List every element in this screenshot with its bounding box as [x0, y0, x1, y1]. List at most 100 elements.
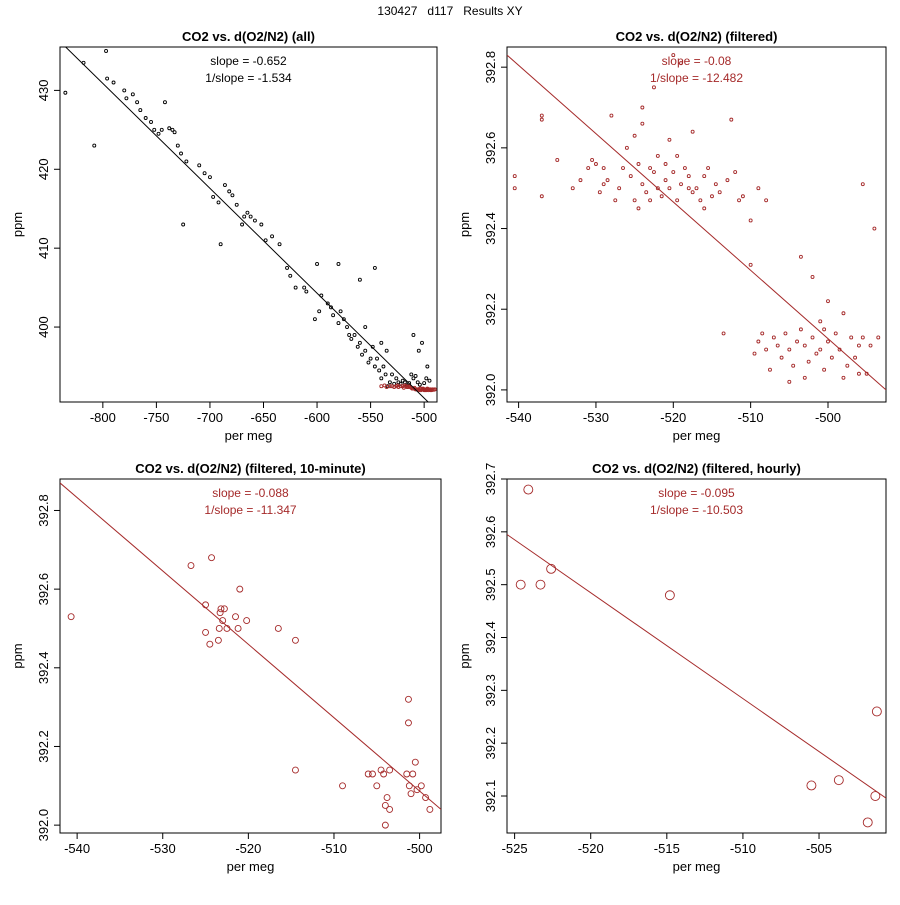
data-point: [122, 88, 127, 93]
inverse-slope-label: 1/slope = -11.347: [204, 503, 297, 517]
slope-label: slope = -0.08: [662, 54, 732, 68]
data-point: [214, 636, 222, 644]
data-point: [523, 484, 534, 495]
data-point: [130, 92, 135, 97]
data-point: [355, 344, 360, 349]
data-point: [386, 805, 394, 813]
data-point: [675, 198, 680, 203]
data-point: [92, 143, 97, 148]
data-point: [876, 335, 881, 340]
data-point: [798, 254, 803, 259]
data-point: [270, 234, 275, 239]
data-point: [338, 309, 343, 314]
data-point: [597, 190, 602, 195]
data-point: [159, 127, 164, 132]
data-point: [752, 351, 757, 356]
data-point: [748, 262, 753, 267]
y-tick-label: 392.6: [483, 516, 498, 549]
data-point: [394, 384, 399, 389]
data-point: [702, 174, 707, 179]
x-tick-label: -525: [502, 841, 528, 856]
y-tick-label: 392.8: [36, 494, 51, 527]
data-point: [211, 194, 216, 199]
data-point: [648, 166, 653, 170]
data-point: [632, 198, 637, 203]
y-tick-label: 392.5: [483, 568, 498, 601]
series-10-minute: [67, 554, 434, 829]
data-point: [227, 189, 232, 194]
data-point: [424, 388, 429, 393]
data-point: [416, 348, 421, 353]
data-point: [871, 706, 882, 717]
x-tick-label: -500: [407, 841, 433, 856]
data-point: [411, 376, 416, 381]
data-point: [329, 305, 333, 310]
data-point: [872, 226, 877, 231]
data-point: [740, 194, 745, 199]
data-point: [659, 194, 664, 199]
data-point: [826, 339, 830, 344]
data-point: [849, 335, 854, 340]
data-point: [381, 821, 389, 829]
data-point: [515, 579, 526, 590]
data-layer: [507, 53, 886, 391]
data-layer: [63, 47, 437, 402]
page-title: 130427 d117 Results XY: [377, 4, 523, 18]
data-point: [686, 174, 691, 179]
data-point: [360, 352, 364, 357]
data-point: [640, 105, 645, 110]
data-point: [775, 343, 780, 348]
data-point: [217, 605, 225, 613]
data-point: [798, 327, 803, 332]
y-tick-label: 392.4: [483, 621, 498, 654]
y-axis-label: ppm: [10, 643, 25, 668]
data-point: [341, 317, 346, 322]
data-point: [570, 186, 575, 191]
x-tick-label: -520: [235, 841, 261, 856]
data-point: [729, 117, 734, 122]
data-point: [245, 210, 250, 215]
data-point: [179, 151, 183, 156]
data-point: [640, 121, 645, 126]
data-point: [383, 372, 388, 377]
data-point: [366, 360, 371, 365]
data-point: [373, 782, 381, 790]
data-point: [369, 770, 376, 778]
data-point: [655, 153, 660, 158]
data-point: [795, 339, 800, 344]
data-point: [779, 355, 784, 360]
data-point: [771, 335, 776, 340]
data-point: [187, 562, 195, 569]
data-point: [396, 385, 401, 389]
data-point: [163, 100, 167, 105]
data-point: [667, 186, 672, 191]
data-point: [274, 625, 282, 632]
plot-frame: [59, 478, 442, 834]
data-point: [806, 359, 811, 364]
data-point: [156, 131, 161, 136]
data-point: [417, 382, 422, 387]
data-point: [172, 130, 177, 135]
data-point: [621, 166, 625, 170]
data-point: [783, 331, 788, 336]
chart-panel-4: CO2 vs. d(O2/N2) (filtered, hourly) -525 -…: [457, 461, 887, 874]
data-point: [420, 340, 424, 345]
x-tick-label: -500: [411, 410, 437, 425]
data-point: [427, 378, 432, 383]
y-tick-label: 392.4: [483, 212, 498, 245]
data-point: [725, 178, 730, 183]
x-tick-label: -750: [143, 410, 169, 425]
data-point: [149, 119, 153, 124]
regression-line: [60, 482, 441, 810]
data-point: [810, 274, 815, 279]
chart-title: CO2 vs. d(O2/N2) (all): [182, 29, 315, 44]
data-point: [383, 794, 391, 802]
data-point: [285, 265, 290, 270]
data-point: [655, 186, 660, 191]
plot-frame: [506, 46, 887, 403]
data-point: [856, 371, 861, 376]
data-point: [413, 786, 421, 794]
data-point: [860, 182, 865, 187]
chart-title: CO2 vs. d(O2/N2) (filtered): [616, 29, 778, 44]
data-point: [644, 190, 649, 195]
